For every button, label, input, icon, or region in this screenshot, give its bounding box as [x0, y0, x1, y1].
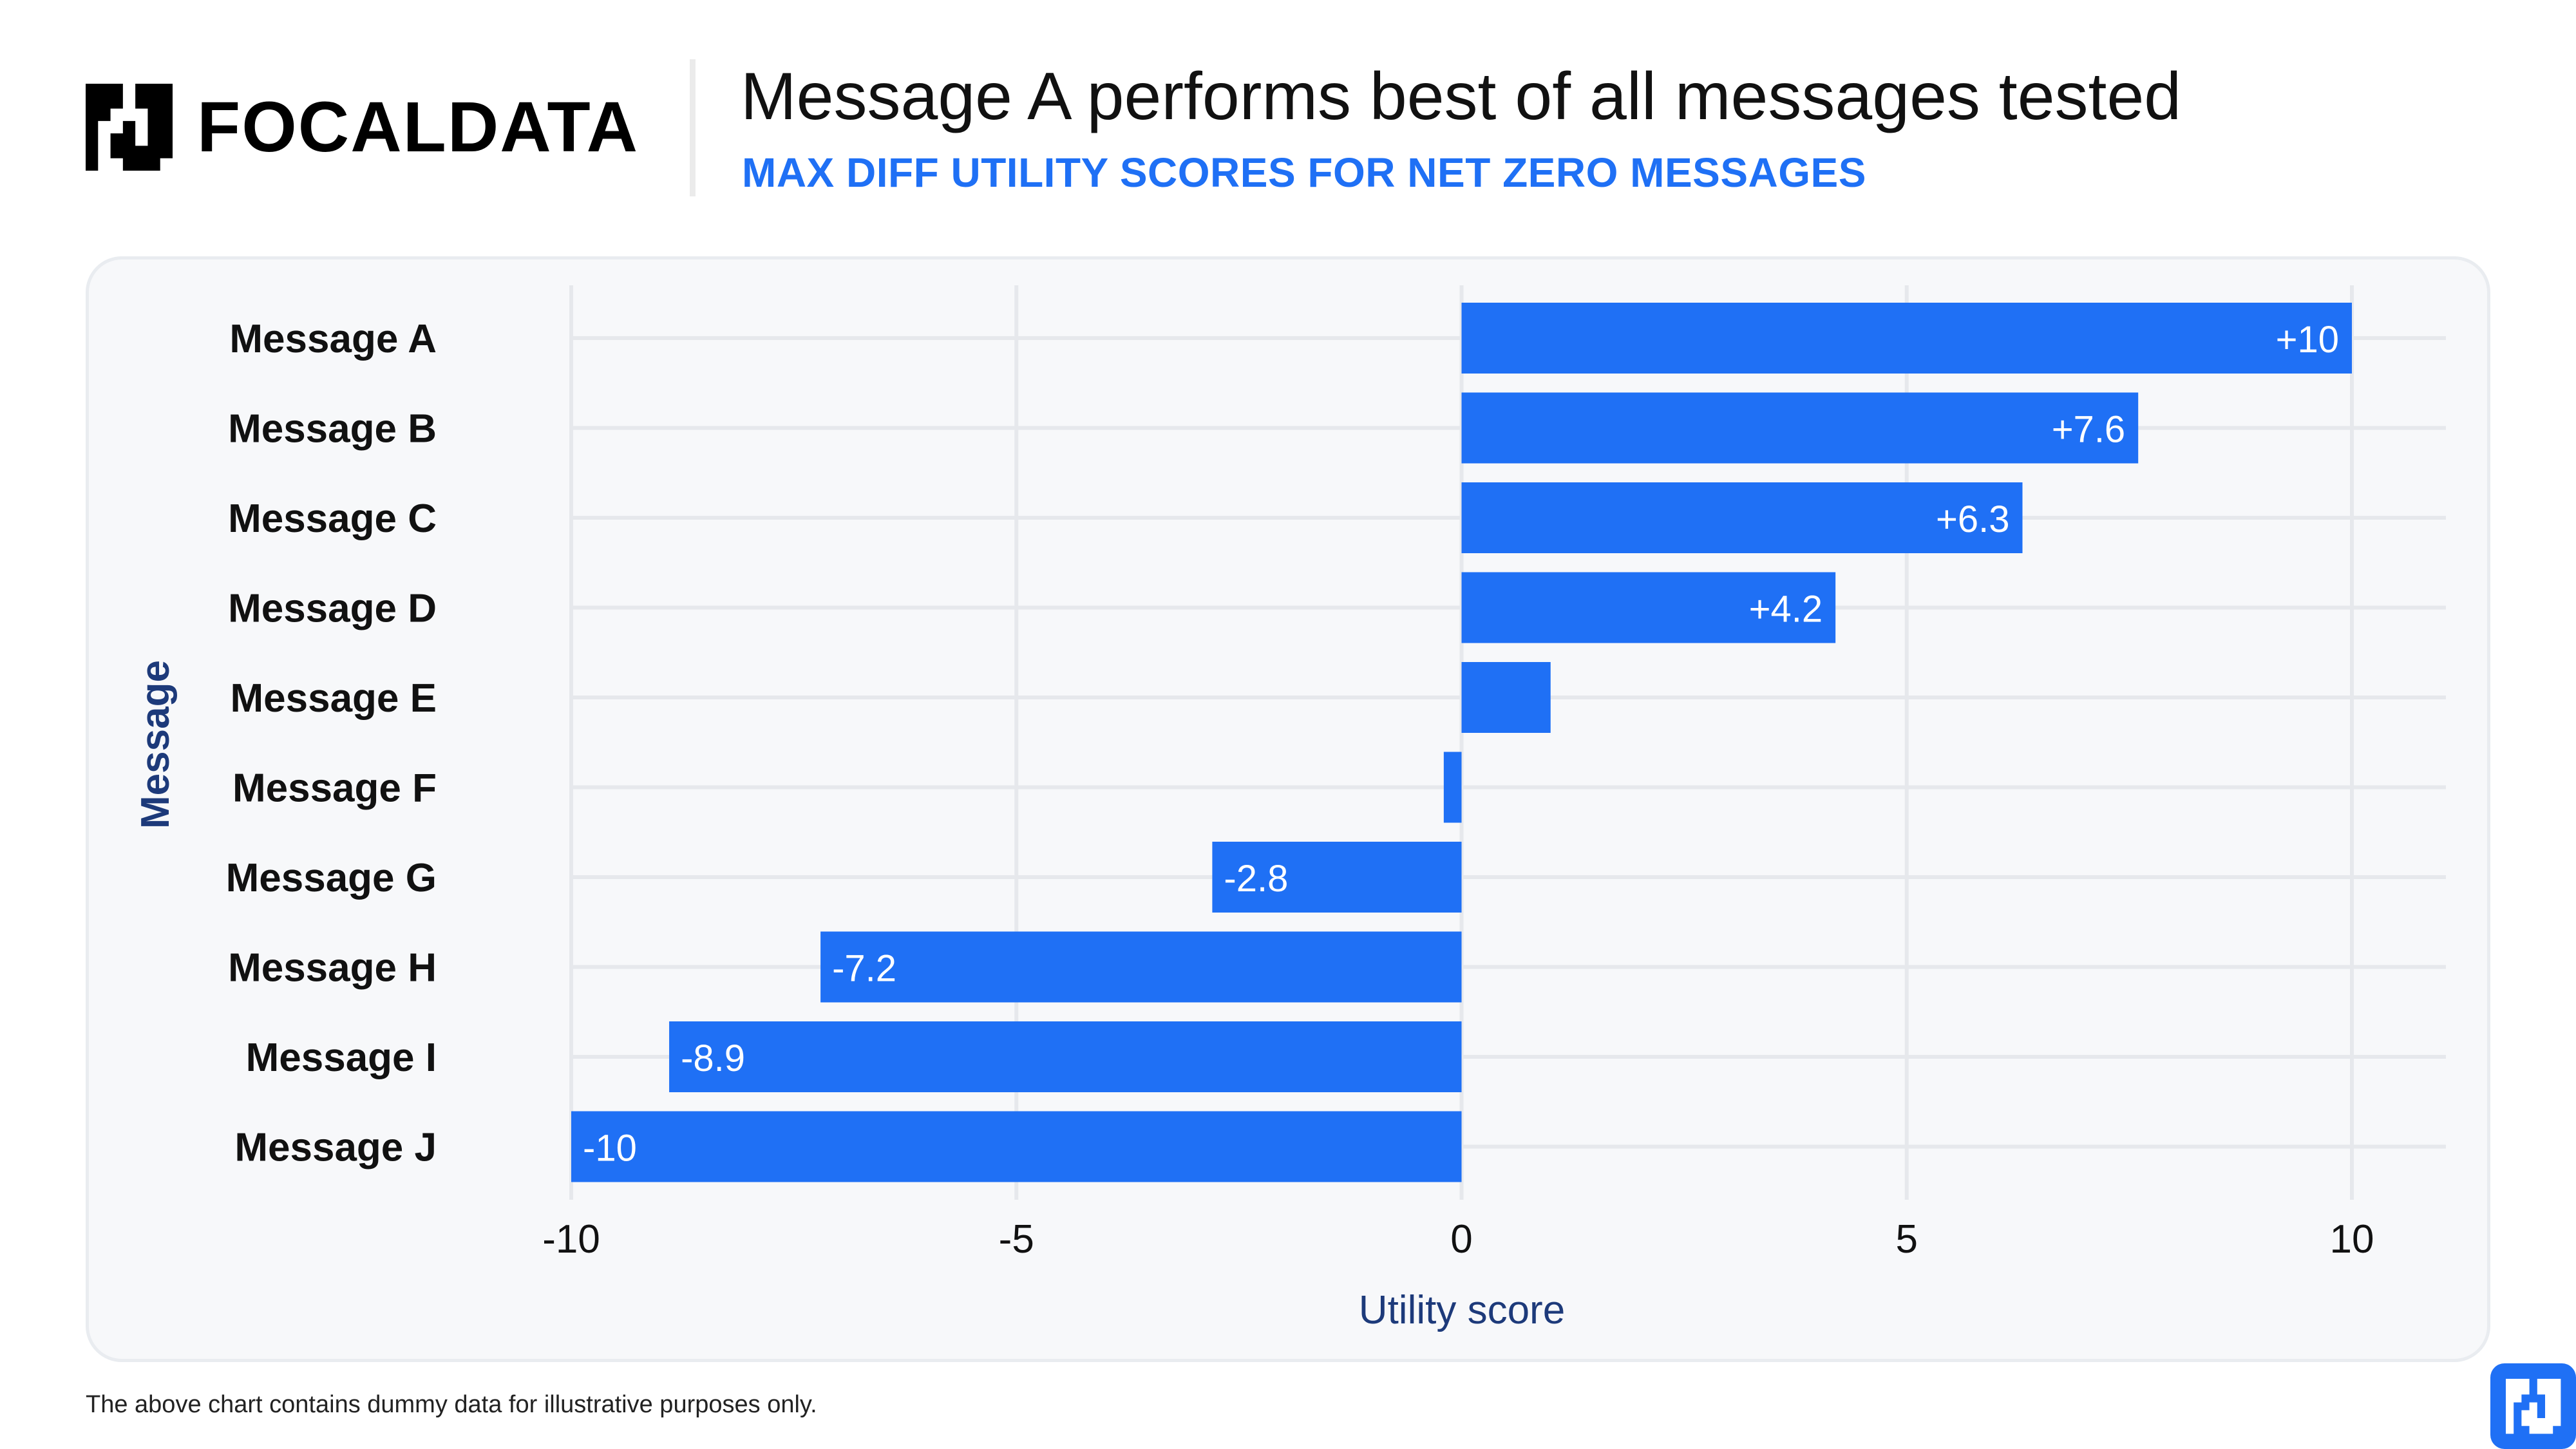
- category-label: Message I: [246, 1036, 437, 1080]
- chart-title: Message A performs best of all messages …: [741, 59, 2182, 134]
- bar-message-g[interactable]: [1212, 842, 1462, 913]
- bar-message-h[interactable]: [820, 931, 1462, 1003]
- data-label: +10: [2276, 319, 2339, 361]
- chart-subtitle: MAX DIFF UTILITY SCORES FOR NET ZERO MES…: [742, 149, 1866, 196]
- focaldata-corner-icon: [2490, 1363, 2576, 1449]
- footnote: The above chart contains dummy data for …: [86, 1391, 817, 1418]
- x-tick-label: 0: [1450, 1217, 1472, 1262]
- header-divider: [690, 59, 696, 196]
- category-label: Message A: [229, 317, 437, 361]
- bar-message-b[interactable]: [1461, 392, 2139, 464]
- category-label: Message D: [228, 587, 437, 631]
- data-label: -2.8: [1224, 858, 1288, 900]
- bar-message-e[interactable]: [1461, 662, 1551, 733]
- label-layer: -10 -5 0 5 10 Message A +10 Message B +7.6 Messag…: [226, 317, 2374, 1262]
- bar-message-d[interactable]: [1461, 572, 1836, 643]
- utility-bar-chart: -10 -5 0 5 10 Message A +10 Message B +7.6 Messag…: [133, 285, 2446, 1332]
- bar-layer: [571, 303, 2352, 1182]
- category-label: Message F: [232, 766, 437, 811]
- data-label: -7.2: [832, 948, 896, 990]
- y-axis-title: Message: [133, 660, 178, 829]
- x-tick-label: 10: [2330, 1217, 2374, 1262]
- brand-logo: FOCALDATA: [86, 84, 639, 171]
- data-label: +7.6: [2052, 409, 2126, 451]
- brand-name: FOCALDATA: [197, 87, 639, 167]
- bar-message-f[interactable]: [1443, 752, 1462, 823]
- category-label: Message J: [234, 1126, 437, 1170]
- data-label: +6.3: [1936, 498, 2010, 540]
- category-label: Message G: [226, 856, 437, 900]
- bar-message-j[interactable]: [571, 1111, 1462, 1182]
- focaldata-logo-icon: [86, 84, 173, 171]
- data-label: -10: [583, 1128, 637, 1170]
- bar-message-a[interactable]: [1461, 303, 2353, 374]
- category-label: Message E: [230, 676, 437, 721]
- chart-panel: -10 -5 0 5 10 Message A +10 Message B +7.6 Messag…: [86, 256, 2490, 1362]
- data-label: +4.2: [1749, 589, 1823, 630]
- bar-message-c[interactable]: [1461, 482, 2023, 553]
- bar-message-i[interactable]: [669, 1021, 1462, 1092]
- category-label: Message B: [228, 407, 437, 451]
- x-axis-title: Utility score: [1359, 1288, 1565, 1332]
- x-tick-label: -10: [542, 1217, 600, 1262]
- category-label: Message C: [228, 497, 437, 541]
- data-label: -8.9: [681, 1037, 745, 1079]
- category-label: Message H: [228, 946, 437, 990]
- x-tick-label: -5: [999, 1217, 1034, 1262]
- x-tick-label: 5: [1896, 1217, 1918, 1262]
